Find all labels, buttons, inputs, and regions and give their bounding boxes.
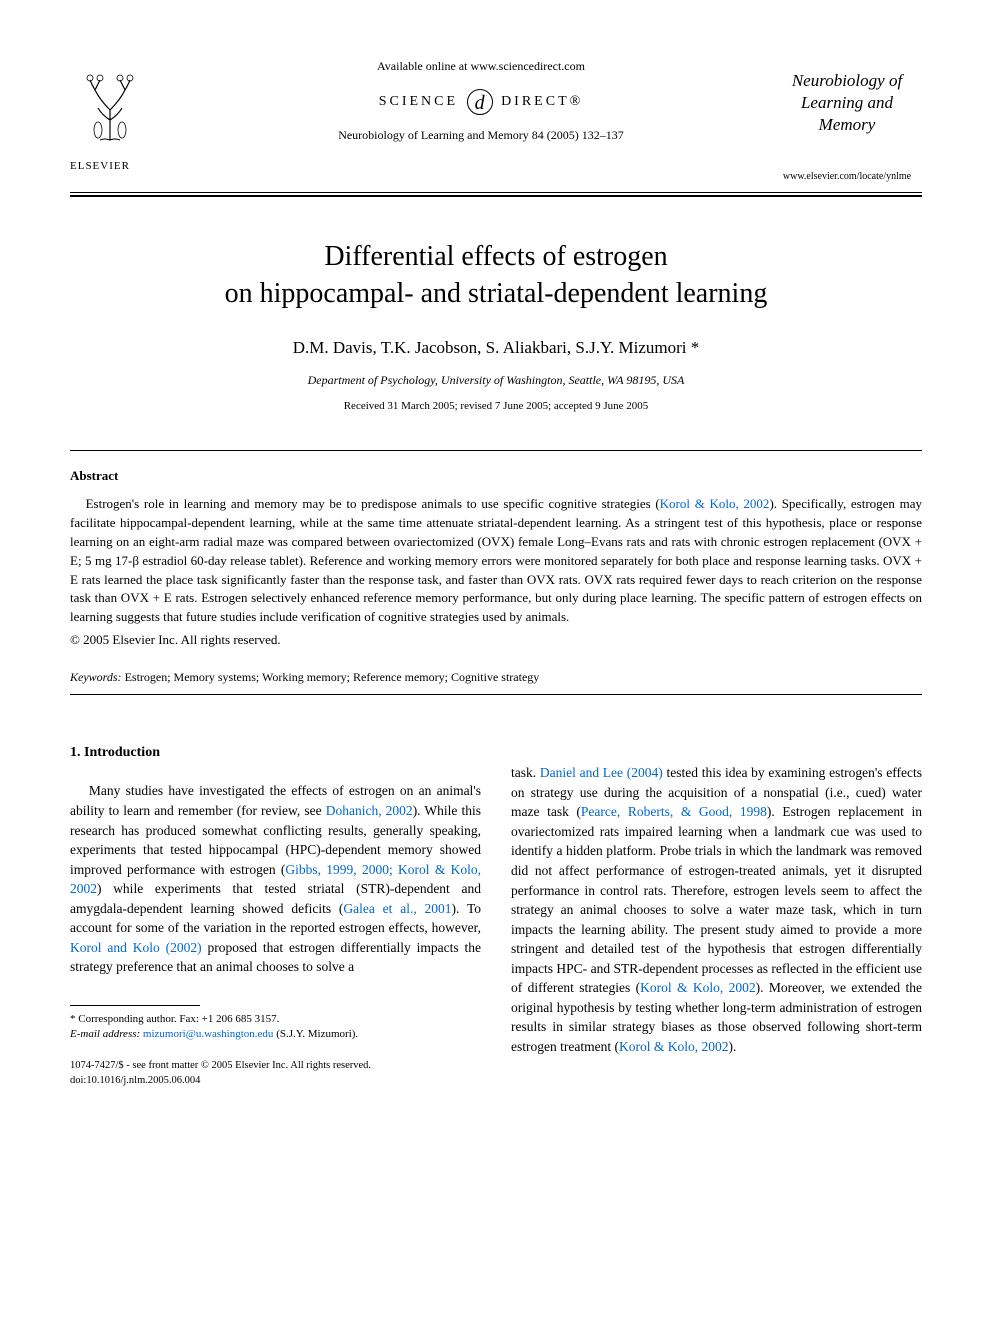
divider: [70, 192, 922, 193]
citation-link[interactable]: Korol & Kolo, 2002: [619, 1039, 729, 1054]
abstract-text-a: Estrogen's role in learning and memory m…: [86, 496, 660, 511]
page-container: ELSEVIER Available online at www.science…: [0, 0, 992, 1128]
title-l1: Differential effects of estrogen: [324, 241, 667, 272]
citation-link[interactable]: Korol and Kolo (2002): [70, 940, 202, 955]
footer-doi: doi:10.1016/j.nlm.2005.06.004: [70, 1074, 481, 1089]
journal-name-l2: Learning and Memory: [801, 93, 893, 134]
body-text: ). Estrogen replacement in ovariectomize…: [511, 804, 922, 995]
corresponding-author-footnote: * Corresponding author. Fax: +1 206 685 …: [70, 1012, 481, 1043]
header-center: Available online at www.sciencedirect.co…: [190, 50, 772, 144]
footer-block: 1074-7427/$ - see front matter © 2005 El…: [70, 1059, 481, 1088]
keywords: Keywords: Estrogen; Memory systems; Work…: [70, 669, 922, 686]
authors: D.M. Davis, T.K. Jacobson, S. Aliakbari,…: [70, 336, 922, 360]
footnote-divider: [70, 1005, 200, 1006]
intro-paragraph-cont: task. Daniel and Lee (2004) tested this …: [511, 763, 922, 1056]
sd-right: DIRECT®: [501, 94, 583, 109]
divider: [70, 450, 922, 451]
citation-link[interactable]: Korol & Kolo, 2002: [640, 980, 756, 995]
email-label: E-mail address:: [70, 1028, 140, 1040]
section-heading: 1. Introduction: [70, 743, 481, 763]
divider-thick: [70, 195, 922, 197]
science-direct-logo: SCIENCE d DIRECT®: [190, 89, 772, 115]
two-column-body: 1. Introduction Many studies have invest…: [70, 711, 922, 1088]
journal-url: www.elsevier.com/locate/ynlme: [772, 170, 922, 184]
column-left: 1. Introduction Many studies have invest…: [70, 711, 481, 1088]
corr-author-line: * Corresponding author. Fax: +1 206 685 …: [70, 1012, 481, 1027]
header: ELSEVIER Available online at www.science…: [70, 50, 922, 184]
citation-link[interactable]: Pearce, Roberts, & Good, 1998: [581, 804, 767, 819]
copyright-line: © 2005 Elsevier Inc. All rights reserved…: [70, 631, 922, 649]
citation-link[interactable]: Daniel and Lee (2004): [540, 765, 663, 780]
affiliation: Department of Psychology, University of …: [70, 372, 922, 389]
column-right: task. Daniel and Lee (2004) tested this …: [511, 711, 922, 1088]
email-suffix: (S.J.Y. Mizumori).: [273, 1028, 358, 1040]
divider: [70, 694, 922, 695]
abstract-text-b: ). Specifically, estrogen may facilitate…: [70, 496, 922, 624]
keywords-text: Estrogen; Memory systems; Working memory…: [122, 670, 540, 684]
citation-link[interactable]: Dohanich, 2002: [326, 803, 413, 818]
journal-name: Neurobiology of Learning and Memory: [772, 70, 922, 136]
article-dates: Received 31 March 2005; revised 7 June 2…: [70, 399, 922, 414]
journal-name-l1: Neurobiology of: [792, 71, 902, 90]
elsevier-tree-icon: [70, 70, 150, 150]
email-line: E-mail address: mizumori@u.washington.ed…: [70, 1027, 481, 1042]
publisher-block: ELSEVIER: [70, 50, 190, 175]
body-text: ).: [728, 1039, 736, 1054]
journal-block: Neurobiology of Learning and Memory www.…: [772, 50, 922, 184]
keywords-label: Keywords:: [70, 670, 122, 684]
citation-link[interactable]: Korol & Kolo, 2002: [660, 496, 770, 511]
citation-line: Neurobiology of Learning and Memory 84 (…: [190, 127, 772, 144]
footer-copyright: 1074-7427/$ - see front matter © 2005 El…: [70, 1059, 481, 1074]
publisher-name: ELSEVIER: [70, 159, 190, 174]
abstract-heading: Abstract: [70, 467, 922, 485]
article-title: Differential effects of estrogen on hipp…: [70, 239, 922, 312]
title-l2: on hippocampal- and striatal-dependent l…: [225, 278, 768, 309]
sd-left: SCIENCE: [379, 94, 458, 109]
available-online-text: Available online at www.sciencedirect.co…: [190, 58, 772, 75]
intro-paragraph: Many studies have investigated the effec…: [70, 781, 481, 977]
column-spacer: [511, 711, 922, 763]
science-direct-icon: d: [467, 89, 493, 115]
body-text: task.: [511, 765, 540, 780]
email-link[interactable]: mizumori@u.washington.edu: [143, 1028, 274, 1040]
citation-link[interactable]: Galea et al., 2001: [343, 901, 451, 916]
abstract-body: Estrogen's role in learning and memory m…: [70, 495, 922, 627]
